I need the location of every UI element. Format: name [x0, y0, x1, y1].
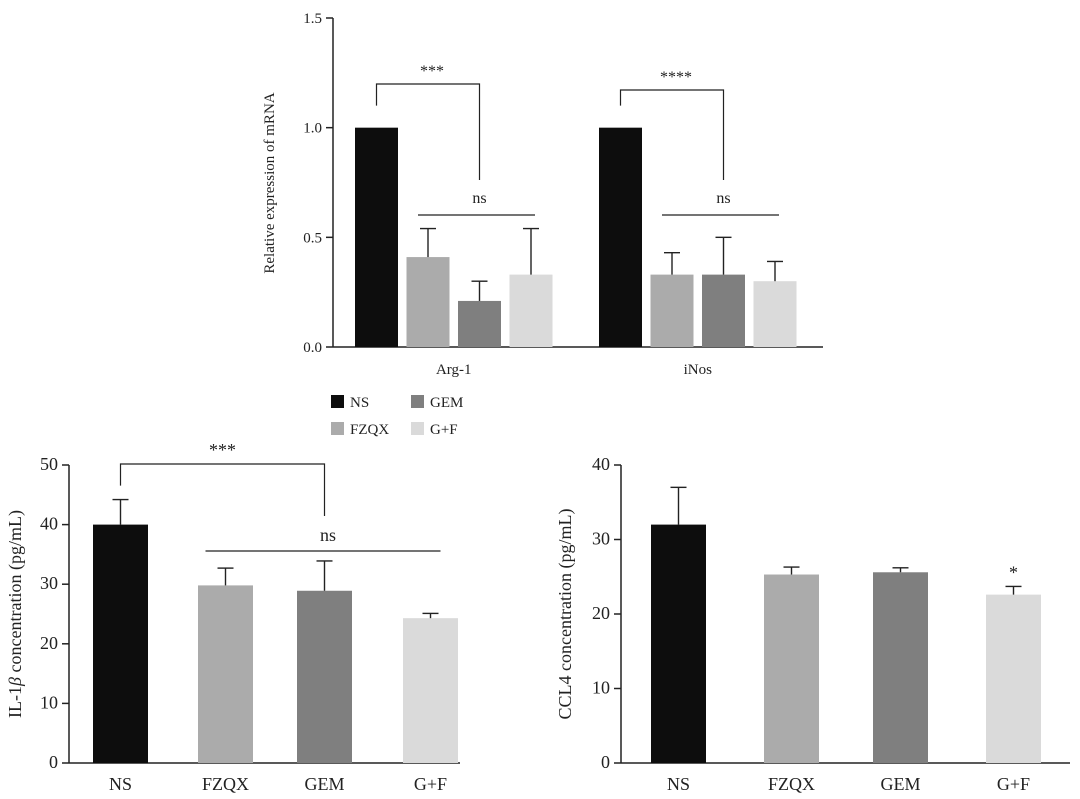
- chart-b-y-ticks: 0 10 20 30 40 50: [40, 454, 69, 772]
- chart-c-x-label-fzqx: FZQX: [768, 774, 815, 794]
- chart-b-bar-ns: [93, 524, 148, 763]
- chart-c-bar-fzqx: [764, 574, 819, 763]
- chart-c-y-tick-label: 40: [592, 454, 610, 474]
- bar-inos-gem: [702, 274, 745, 347]
- legend-label-gem: GEM: [430, 395, 463, 411]
- legend-label-gf: G+F: [430, 422, 458, 438]
- chart-b-y-label-suffix: concentration (pg/mL): [5, 510, 26, 677]
- chart-b-sig-label: ***: [209, 440, 236, 460]
- chart-c-y-tick-label: 20: [592, 603, 610, 623]
- chart-c-y-tick-label: 10: [592, 678, 610, 698]
- chart-a-y-tick-label: 1.5: [303, 11, 322, 27]
- legend: NS GEM FZQX G+F: [331, 395, 463, 438]
- chart-b-x-label-fzqx: FZQX: [202, 774, 249, 794]
- bar-arg-1-gplusf: [509, 274, 553, 347]
- chart-c-x-label-ns: NS: [667, 774, 690, 794]
- chart-a-y-ticks: 0.0 0.5 1.0 1.5: [303, 11, 333, 356]
- chart-a-annotations: *** ns **** ns: [375, 63, 779, 216]
- chart-b-x-label-ns: NS: [109, 774, 132, 794]
- chart-a-sig-bracket: [619, 89, 725, 180]
- chart-a-y-tick-label: 0.5: [303, 230, 322, 246]
- chart-a-sig-bracket: [375, 83, 481, 180]
- chart-b-x-labels: NS FZQX GEM G+F: [109, 774, 447, 794]
- chart-b-sig-bracket: [119, 463, 326, 516]
- chart-b-bar-fzqx: [198, 585, 253, 763]
- chart-b-bar-gplusf: [403, 618, 458, 763]
- bar-arg-1-gem: [458, 300, 501, 347]
- chart-a-y-tick-label: 1.0: [303, 121, 322, 137]
- legend-swatch-gf: [411, 422, 424, 435]
- chart-c-bar-gplusf: [986, 594, 1041, 763]
- legend-label-fzqx: FZQX: [350, 422, 389, 438]
- chart-b-bar-gem: [297, 590, 352, 763]
- chart-c-y-label: CCL4 concentration (pg/mL): [555, 509, 576, 720]
- chart-a-bars: [355, 127, 797, 348]
- chart-a-sig-label: ****: [660, 69, 692, 86]
- bar-arg-1-fzqx: [406, 257, 450, 347]
- chart-a-x-label-arg-1: Arg-1: [436, 362, 472, 378]
- legend-swatch-gem: [411, 395, 424, 408]
- bar-arg-1-ns: [355, 127, 398, 348]
- legend-swatch-fzqx: [331, 422, 344, 435]
- chart-a-x-label-inos: iNos: [684, 362, 713, 378]
- chart-b-y-tick-label: 40: [40, 514, 58, 534]
- chart-b-y-tick-label: 50: [40, 454, 58, 474]
- chart-a-sig-label: ns: [472, 190, 486, 207]
- chart-c-y-tick-label: 30: [592, 529, 610, 549]
- chart-il1b-concentration: IL-1β concentration (pg/mL) 01020304050 …: [5, 440, 460, 794]
- chart-c-x-label-gem: GEM: [881, 774, 921, 794]
- chart-a-sig-label: ***: [420, 63, 444, 80]
- chart-c-x-label-gplusf: G+F: [997, 774, 1030, 794]
- chart-b-y-tick-label: 10: [40, 692, 58, 712]
- chart-mrna-expression: Relative expression of mRNA 0.0 0.5 1.0 1.5…: [262, 11, 823, 378]
- bar-inos-ns: [599, 127, 642, 348]
- bar-inos-fzqx: [650, 274, 694, 347]
- chart-b-annotations: *** ns: [119, 440, 441, 552]
- chart-a-sig-label: ns: [716, 190, 730, 207]
- bar-inos-gplusf: [753, 281, 797, 347]
- chart-a-x-labels: Arg-1 iNos: [436, 362, 712, 378]
- chart-a-y-tick-label: 0.0: [303, 340, 322, 356]
- chart-b-y-label: IL-1β concentration (pg/mL): [5, 510, 26, 718]
- legend-swatch-ns: [331, 395, 344, 408]
- chart-b-y-tick-label: 20: [40, 633, 58, 653]
- chart-c-y-ticks: 0 10 20 30 40: [592, 454, 621, 772]
- chart-c-y-tick-label: 0: [601, 752, 610, 772]
- chart-b-y-tick-label: 0: [49, 752, 58, 772]
- chart-c-annotations: *: [1009, 562, 1018, 582]
- chart-a-y-label: Relative expression of mRNA: [262, 92, 278, 273]
- legend-label-ns: NS: [350, 395, 369, 411]
- chart-c-bar-ns: [651, 524, 706, 763]
- chart-b-sig-label: ns: [320, 525, 336, 545]
- chart-c-bar-gem: [873, 572, 928, 763]
- chart-b-x-label-gplusf: G+F: [414, 774, 447, 794]
- chart-ccl4-concentration: CCL4 concentration (pg/mL) 0 10 20 30 40 * N…: [555, 454, 1070, 794]
- chart-b-bars: [93, 498, 458, 763]
- chart-b-x-label-gem: GEM: [305, 774, 345, 794]
- chart-b-y-label-beta: β: [5, 677, 25, 687]
- chart-c-sig-mark: *: [1009, 562, 1018, 582]
- chart-c-bars: [651, 486, 1041, 763]
- chart-c-x-labels: NS FZQX GEM G+F: [667, 774, 1030, 794]
- chart-b-y-tick-label: 30: [40, 573, 58, 593]
- chart-b-y-label-prefix: IL-1: [5, 686, 25, 718]
